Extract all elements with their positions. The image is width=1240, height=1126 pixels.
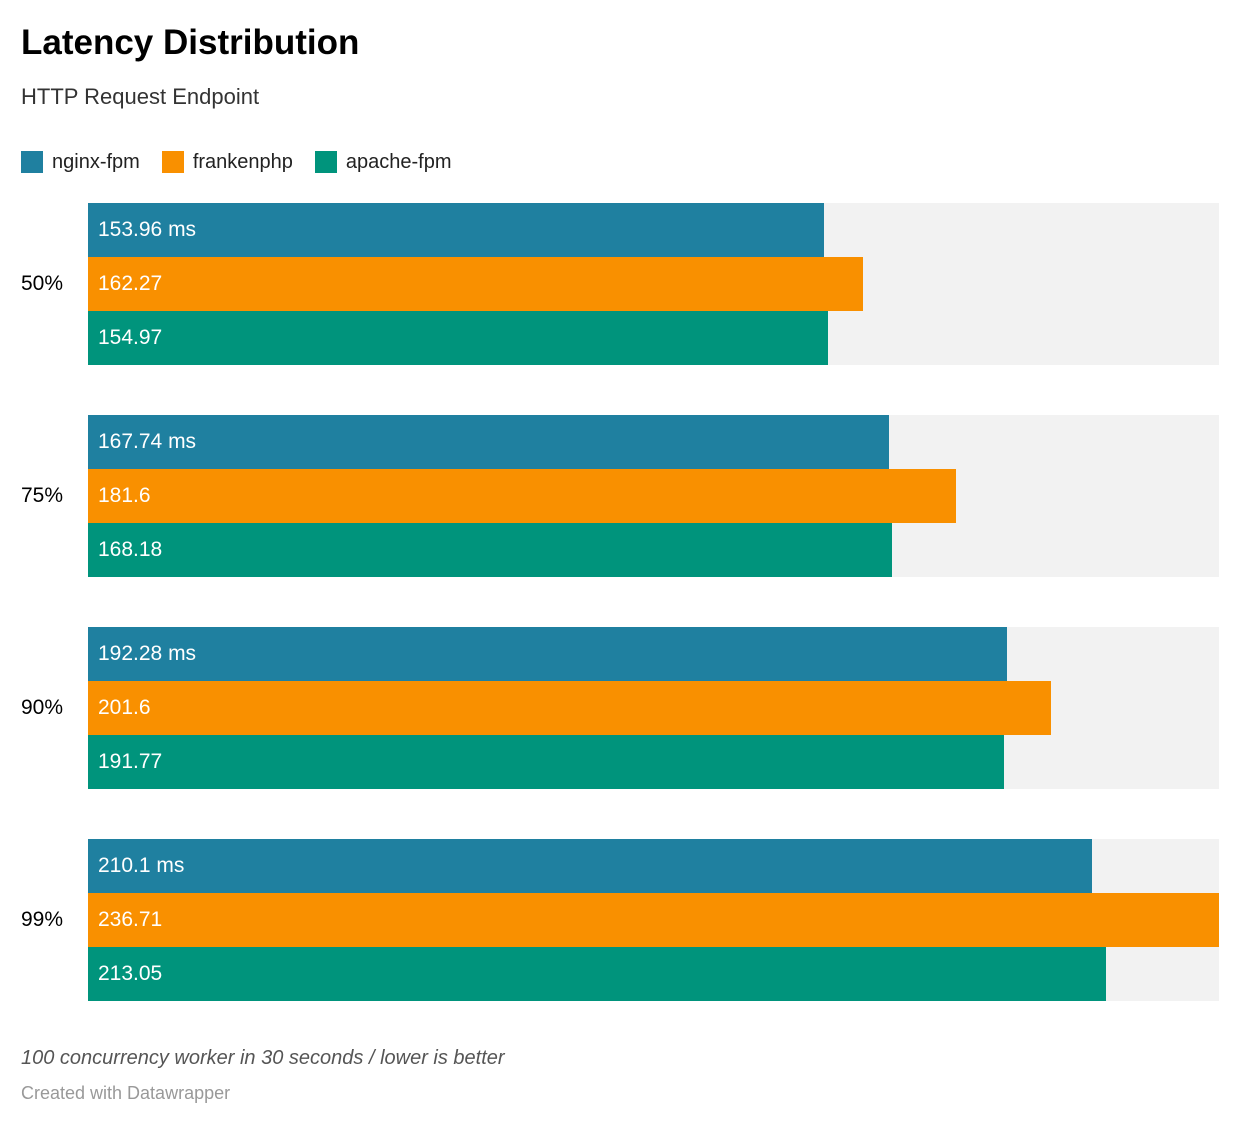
bar-nginx-fpm: 192.28 ms [88,627,1007,681]
bar-track: 192.28 ms 201.6 191.77 [88,627,1219,789]
bar-value-label: 201.6 [98,696,151,719]
chart-title: Latency Distribution [21,23,360,62]
category-label: 90% [21,696,64,719]
legend-swatch-frankenphp [161,151,184,173]
bar-value-label: 154.97 [98,326,163,349]
datawrapper-attribution: Created with Datawrapper [21,1083,231,1103]
bar-apache-fpm: 191.77 [88,735,1005,789]
bar-group-50: 50% 153.96 ms 162.27 154.97 [21,203,1219,365]
bar-value-label: 191.77 [98,750,163,773]
bar-group-90: 90% 192.28 ms 201.6 191.77 [21,627,1219,789]
bar-group-75: 75% 167.74 ms 181.6 168.18 [21,415,1219,577]
category-label: 50% [21,272,64,295]
bar-apache-fpm: 154.97 [88,311,829,365]
bar-value-label: 153.96 ms [98,218,197,241]
legend-label: apache-fpm [345,151,452,173]
legend-swatch-nginx-fpm [21,151,43,173]
bar-value-label: 167.74 ms [98,430,197,453]
bar-frankenphp: 201.6 [88,681,1052,735]
bar-track: 167.74 ms 181.6 168.18 [88,415,1219,577]
bar-frankenphp: 236.71 [88,893,1219,947]
bar-value-label: 181.6 [98,484,151,507]
bar-apache-fpm: 168.18 [88,523,892,577]
bar-group-99: 99% 210.1 ms 236.71 213.05 [21,839,1219,1001]
legend-label: nginx-fpm [52,151,140,173]
legend-swatch-apache-fpm [314,151,337,173]
bar-apache-fpm: 213.05 [88,947,1106,1001]
legend: nginx-fpm frankenphp apache-fpm [21,150,1219,174]
legend-item-frankenphp: frankenphp [161,150,293,174]
category-label: 99% [21,908,64,931]
legend-label: frankenphp [192,151,293,173]
bar-chart: 50% 153.96 ms 162.27 154.97 75% 167.74 m… [21,203,1219,1001]
bar-value-label: 192.28 ms [98,642,197,665]
bar-nginx-fpm: 210.1 ms [88,839,1092,893]
bar-nginx-fpm: 153.96 ms [88,203,824,257]
bar-frankenphp: 181.6 [88,469,956,523]
bar-value-label: 210.1 ms [98,854,185,877]
bar-value-label: 213.05 [98,962,163,985]
category-label: 75% [21,484,64,507]
bar-value-label: 236.71 [98,908,163,931]
chart-subtitle: HTTP Request Endpoint [21,84,260,109]
bar-track: 210.1 ms 236.71 213.05 [88,839,1219,1001]
bar-frankenphp: 162.27 [88,257,864,311]
legend-item-apache-fpm: apache-fpm [314,150,452,174]
chart-note: 100 concurrency worker in 30 seconds / l… [21,1047,505,1069]
bar-value-label: 162.27 [98,272,163,295]
bar-track: 153.96 ms 162.27 154.97 [88,203,1219,365]
bar-nginx-fpm: 167.74 ms [88,415,890,469]
bar-value-label: 168.18 [98,538,163,561]
legend-item-nginx-fpm: nginx-fpm [21,150,140,174]
